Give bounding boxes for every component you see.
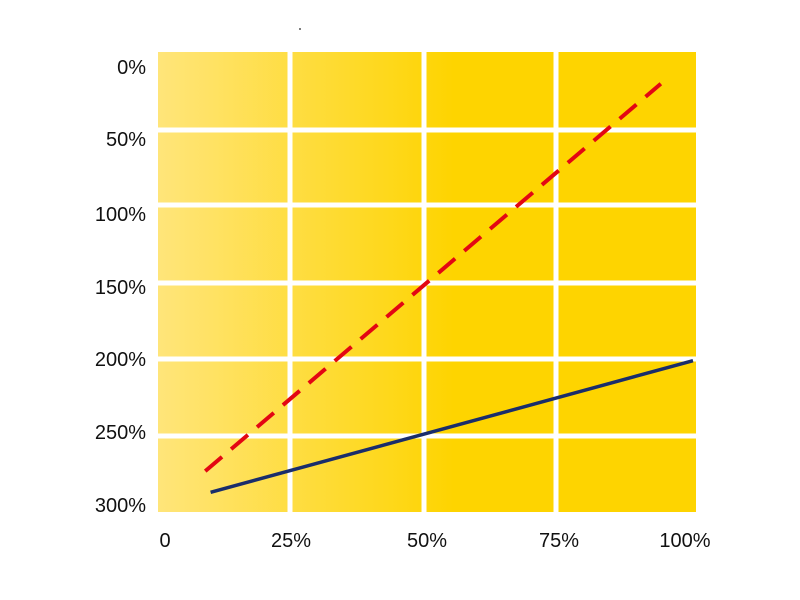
x-axis: 0 25% 50% 75% 100%	[159, 530, 710, 552]
y-tick-label: 200%	[95, 349, 146, 371]
stray-dot	[299, 28, 301, 30]
x-tick-label: 100%	[659, 530, 710, 552]
x-tick-label: 75%	[539, 530, 579, 552]
y-tick-label: 300%	[95, 495, 146, 517]
series-line-solid	[210, 358, 694, 495]
x-tick-label: 0	[159, 530, 170, 552]
y-tick-label: 100%	[95, 204, 146, 226]
y-axis: 0% 50% 100% 150% 200% 250% 300%	[95, 57, 146, 517]
y-tick-label: 50%	[106, 129, 146, 151]
series-layer	[203, 82, 694, 495]
y-tick-label: 0%	[117, 57, 146, 79]
x-tick-label: 50%	[407, 530, 447, 552]
y-tick-label: 150%	[95, 277, 146, 299]
x-tick-label: 25%	[271, 530, 311, 552]
y-tick-label: 250%	[95, 422, 146, 444]
